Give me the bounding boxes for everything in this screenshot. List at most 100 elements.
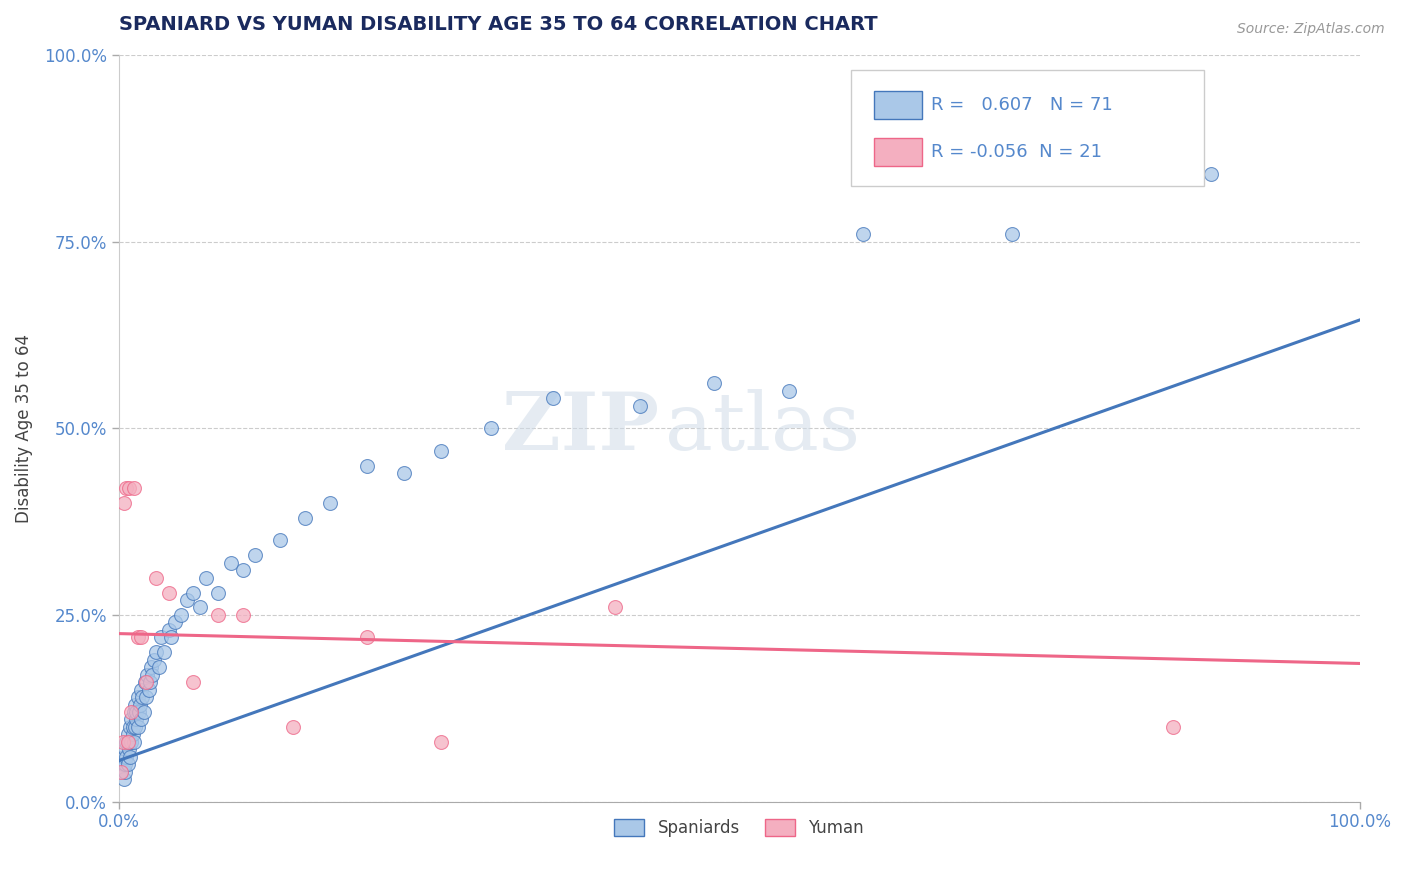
Point (207, 607, 229, 622)
Point (124, 720, 146, 734)
Point (269, 533, 291, 548)
Point (111, 757, 134, 772)
Text: R =   0.607   N = 71: R = 0.607 N = 71 (932, 96, 1114, 114)
Point (628, 399, 651, 413)
Point (115, 481, 138, 495)
Point (852, 227, 875, 242)
Point (120, 749, 142, 764)
Point (132, 705, 155, 719)
Point (152, 645, 174, 659)
Point (394, 466, 416, 480)
Point (150, 630, 173, 644)
Point (281, 720, 304, 734)
Point (121, 720, 143, 734)
Point (160, 630, 183, 644)
Point (479, 421, 502, 435)
Y-axis label: Disability Age 35 to 64: Disability Age 35 to 64 (15, 334, 32, 523)
Point (117, 757, 139, 772)
Point (703, 376, 725, 391)
Point (125, 713, 148, 727)
Point (194, 571, 217, 585)
Point (1199, 168, 1222, 182)
Text: SPANIARD VS YUMAN DISABILITY AGE 35 TO 64 CORRELATION CHART: SPANIARD VS YUMAN DISABILITY AGE 35 TO 6… (120, 15, 877, 34)
Point (157, 585, 180, 599)
Legend: Spaniards, Yuman: Spaniards, Yuman (606, 811, 872, 846)
Point (135, 690, 157, 704)
Point (135, 675, 157, 690)
Point (117, 727, 139, 741)
FancyBboxPatch shape (875, 91, 921, 120)
Point (134, 675, 156, 690)
Point (114, 757, 136, 772)
Point (356, 630, 378, 644)
Point (127, 630, 149, 644)
Point (183, 585, 205, 599)
Point (219, 556, 242, 570)
Text: Source: ZipAtlas.com: Source: ZipAtlas.com (1237, 22, 1385, 37)
Point (122, 481, 145, 495)
Point (115, 735, 138, 749)
Point (1163, 720, 1185, 734)
FancyBboxPatch shape (875, 138, 921, 166)
Point (127, 720, 149, 734)
Point (129, 630, 152, 644)
Point (141, 660, 163, 674)
Text: ZIP: ZIP (502, 389, 658, 467)
Point (163, 615, 186, 630)
Point (128, 705, 150, 719)
Point (125, 705, 148, 719)
Point (157, 623, 180, 637)
FancyBboxPatch shape (851, 70, 1205, 186)
Point (112, 496, 135, 510)
Point (112, 772, 135, 787)
Point (142, 653, 165, 667)
Point (183, 675, 205, 690)
Point (120, 735, 142, 749)
Point (541, 392, 564, 406)
Point (170, 607, 193, 622)
Point (131, 690, 153, 704)
Text: atlas: atlas (665, 389, 860, 467)
Point (129, 713, 152, 727)
Point (605, 600, 627, 615)
Point (145, 571, 167, 585)
Text: R = -0.056  N = 21: R = -0.056 N = 21 (932, 143, 1102, 161)
Point (110, 764, 132, 779)
Point (117, 735, 139, 749)
Point (232, 607, 254, 622)
Point (139, 675, 162, 690)
Point (232, 563, 254, 577)
Point (122, 705, 145, 719)
Point (188, 600, 211, 615)
Point (294, 511, 316, 525)
Point (121, 727, 143, 741)
Point (138, 682, 160, 697)
Point (778, 384, 800, 398)
Point (111, 735, 134, 749)
Point (120, 713, 142, 727)
Point (120, 720, 142, 734)
Point (118, 735, 141, 749)
Point (110, 764, 132, 779)
Point (124, 698, 146, 712)
Point (129, 698, 152, 712)
Point (112, 749, 135, 764)
Point (148, 660, 170, 674)
Point (122, 735, 145, 749)
Point (114, 764, 136, 779)
Point (319, 496, 342, 510)
Point (245, 548, 267, 562)
Point (145, 645, 167, 659)
Point (430, 735, 453, 749)
Point (129, 682, 152, 697)
Point (120, 705, 142, 719)
Point (115, 749, 138, 764)
Point (118, 481, 141, 495)
Point (176, 593, 198, 607)
Point (356, 458, 378, 473)
Point (430, 443, 453, 458)
Point (141, 667, 163, 681)
Point (207, 585, 229, 599)
Point (114, 742, 136, 756)
Point (127, 690, 149, 704)
